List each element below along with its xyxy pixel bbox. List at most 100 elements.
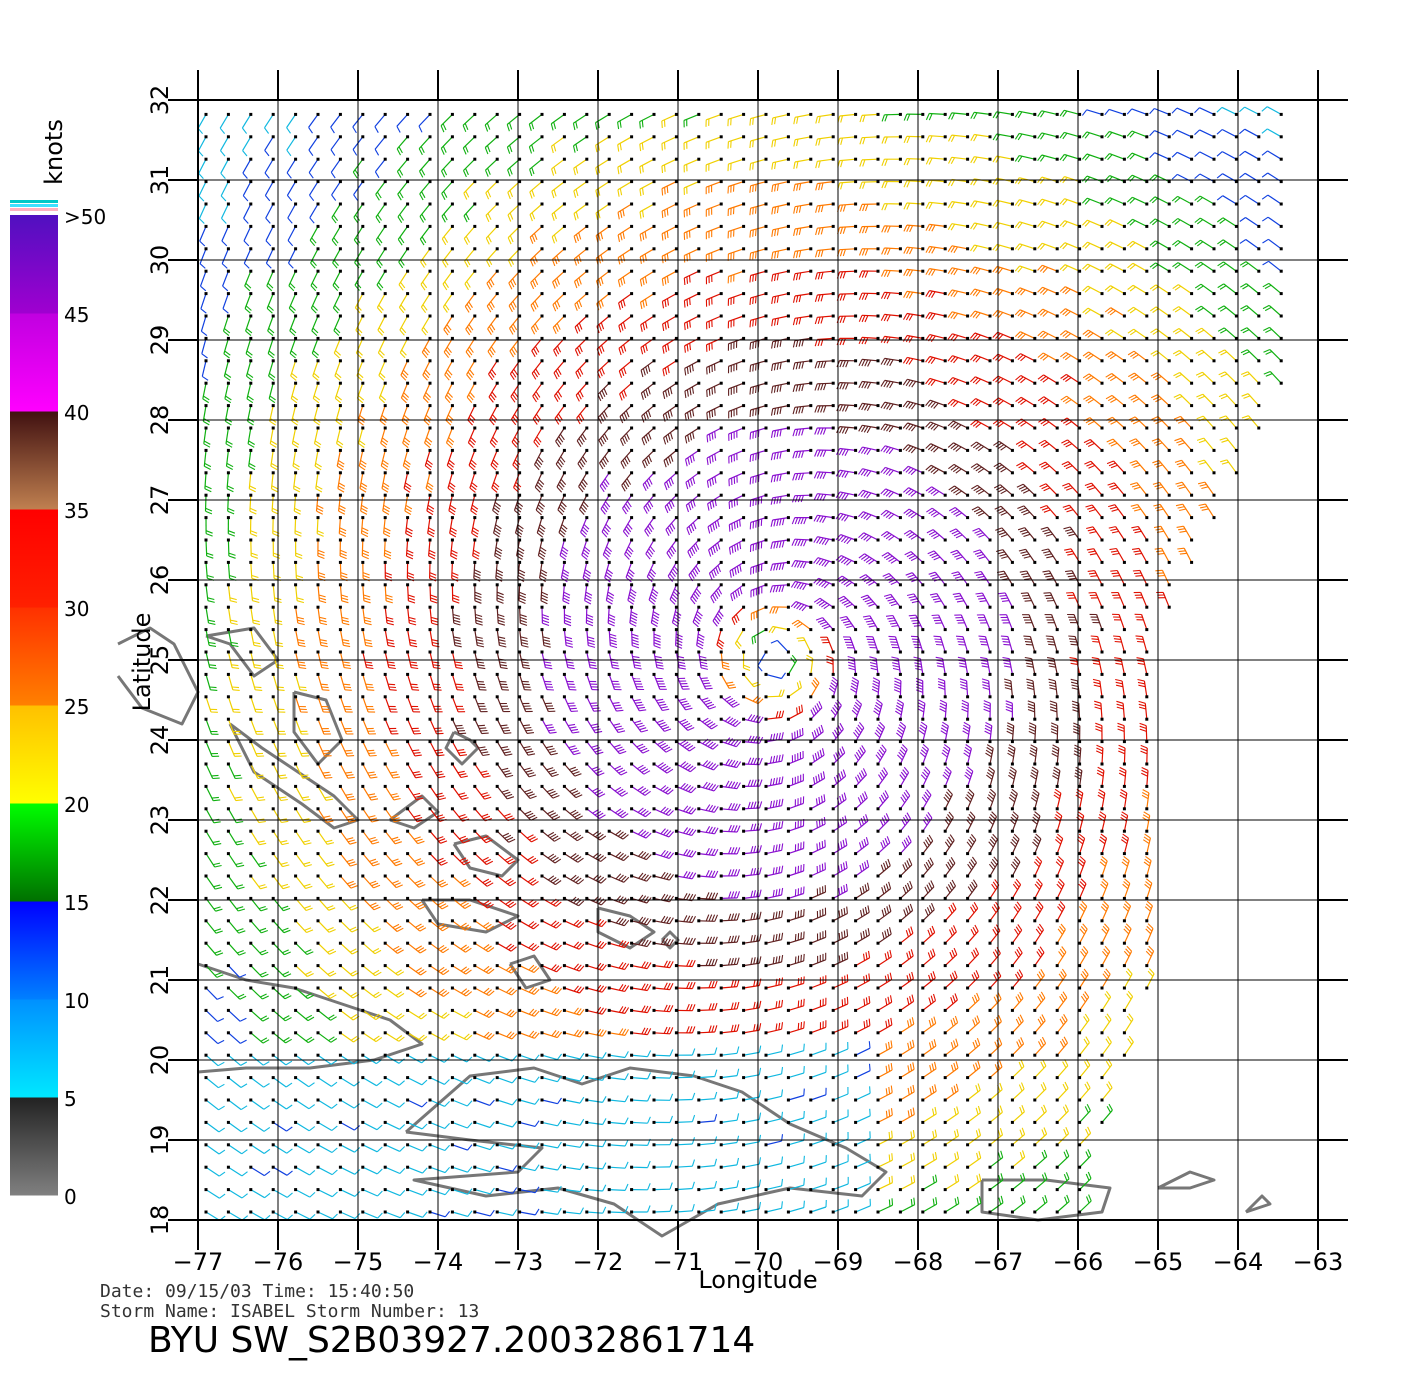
wind-barb [885,614,902,632]
wind-barb [428,695,443,713]
wind-barb [352,157,365,179]
wind-barb [1030,788,1040,811]
wind-barb [640,359,656,378]
wind-barb [876,1040,893,1057]
wind-barb [1085,504,1104,520]
wind-barb [1141,767,1149,788]
storm-name-line: Storm Name: ISABEL Storm Number: 13 [100,1301,479,1322]
wind-barb [202,381,210,404]
wind-barb [947,420,970,431]
wind-barb [518,941,540,952]
wind-barb [294,1165,316,1176]
wind-barb [876,1017,893,1035]
wind-barb [510,381,522,403]
wind-barb [495,762,514,778]
wind-barb [406,1076,428,1086]
wind-barb [507,202,522,222]
wind-barb [898,1017,915,1035]
wind-barb [786,1066,805,1080]
wind-barb [406,717,422,735]
wind-barb [970,244,992,252]
wind-barb [518,919,540,930]
wind-barb [599,471,611,493]
wind-barb [696,628,705,650]
wind-barb [771,336,790,349]
wind-barb [652,806,674,817]
colorbar-title: knots [40,119,68,185]
wind-barb [265,247,275,269]
wind-barb [376,247,387,269]
wind-barb [551,157,566,176]
wind-barb [876,1175,893,1192]
wind-barb [450,1008,473,1019]
wind-barb [719,672,737,689]
wind-barb [831,1041,849,1057]
wind-barb [562,740,581,756]
wind-barb [786,908,805,923]
wind-barb [204,784,221,802]
wind-barb [1055,1194,1070,1214]
wind-barb [831,1176,849,1192]
wind-barb [1100,1081,1113,1102]
wind-barb [1037,132,1059,140]
wind-barb [396,157,410,178]
wind-barb [199,224,208,247]
wind-barb [1118,766,1127,788]
wind-barb [978,635,992,654]
wind-barb [985,744,994,766]
wind-barb [742,1157,762,1169]
wind-barb [1108,526,1126,542]
wind-barb [316,740,332,757]
wind-barb [488,381,499,403]
wind-barb [831,996,849,1012]
wind-barb [484,135,499,155]
colorbar-cap-stripe [10,208,58,211]
wind-barb [226,605,238,626]
wind-barb [428,605,439,626]
wind-barb [1059,198,1082,206]
wind-barb [249,1120,271,1132]
wind-barb [1014,331,1037,340]
wind-barb [1081,109,1104,116]
wind-barb [771,224,790,237]
wind-barb [495,964,517,974]
wind-barb [1033,991,1046,1012]
wind-barb [557,493,567,516]
wind-barb [376,269,387,291]
wind-barb [1037,374,1059,385]
wind-barb [1033,969,1045,990]
wind-barb [662,359,678,377]
wind-barb [697,892,719,900]
wind-barb [975,592,992,609]
wind-barb [518,1030,540,1039]
wind-barb [271,1076,293,1088]
wind-barb [1115,678,1126,699]
wind-barb [495,1187,518,1194]
wind-barb [249,852,267,868]
wind-barb [316,538,325,560]
wind-barb [1071,700,1082,721]
wind-barb [518,583,527,605]
wind-barb [828,676,839,699]
wind-barb [562,985,585,994]
wind-barb [1082,373,1104,385]
wind-barb [918,721,928,744]
wind-barb [383,1120,406,1130]
wind-barb [742,1045,762,1057]
wind-barb [493,516,502,538]
wind-barb [553,381,566,402]
wind-barb [383,717,399,735]
wind-barb [685,471,701,490]
wind-barb [440,135,454,155]
wind-barb [836,247,858,257]
wind-barb [661,224,678,241]
wind-barb [687,538,701,559]
wind-barb [1218,349,1238,363]
wind-barb [943,1061,959,1080]
wind-barb [509,359,522,381]
wind-barb [204,1165,226,1177]
wind-barb [876,1153,893,1169]
wind-barb [607,605,616,627]
wind-barb [1007,744,1016,766]
wind-barb [1100,1058,1113,1080]
